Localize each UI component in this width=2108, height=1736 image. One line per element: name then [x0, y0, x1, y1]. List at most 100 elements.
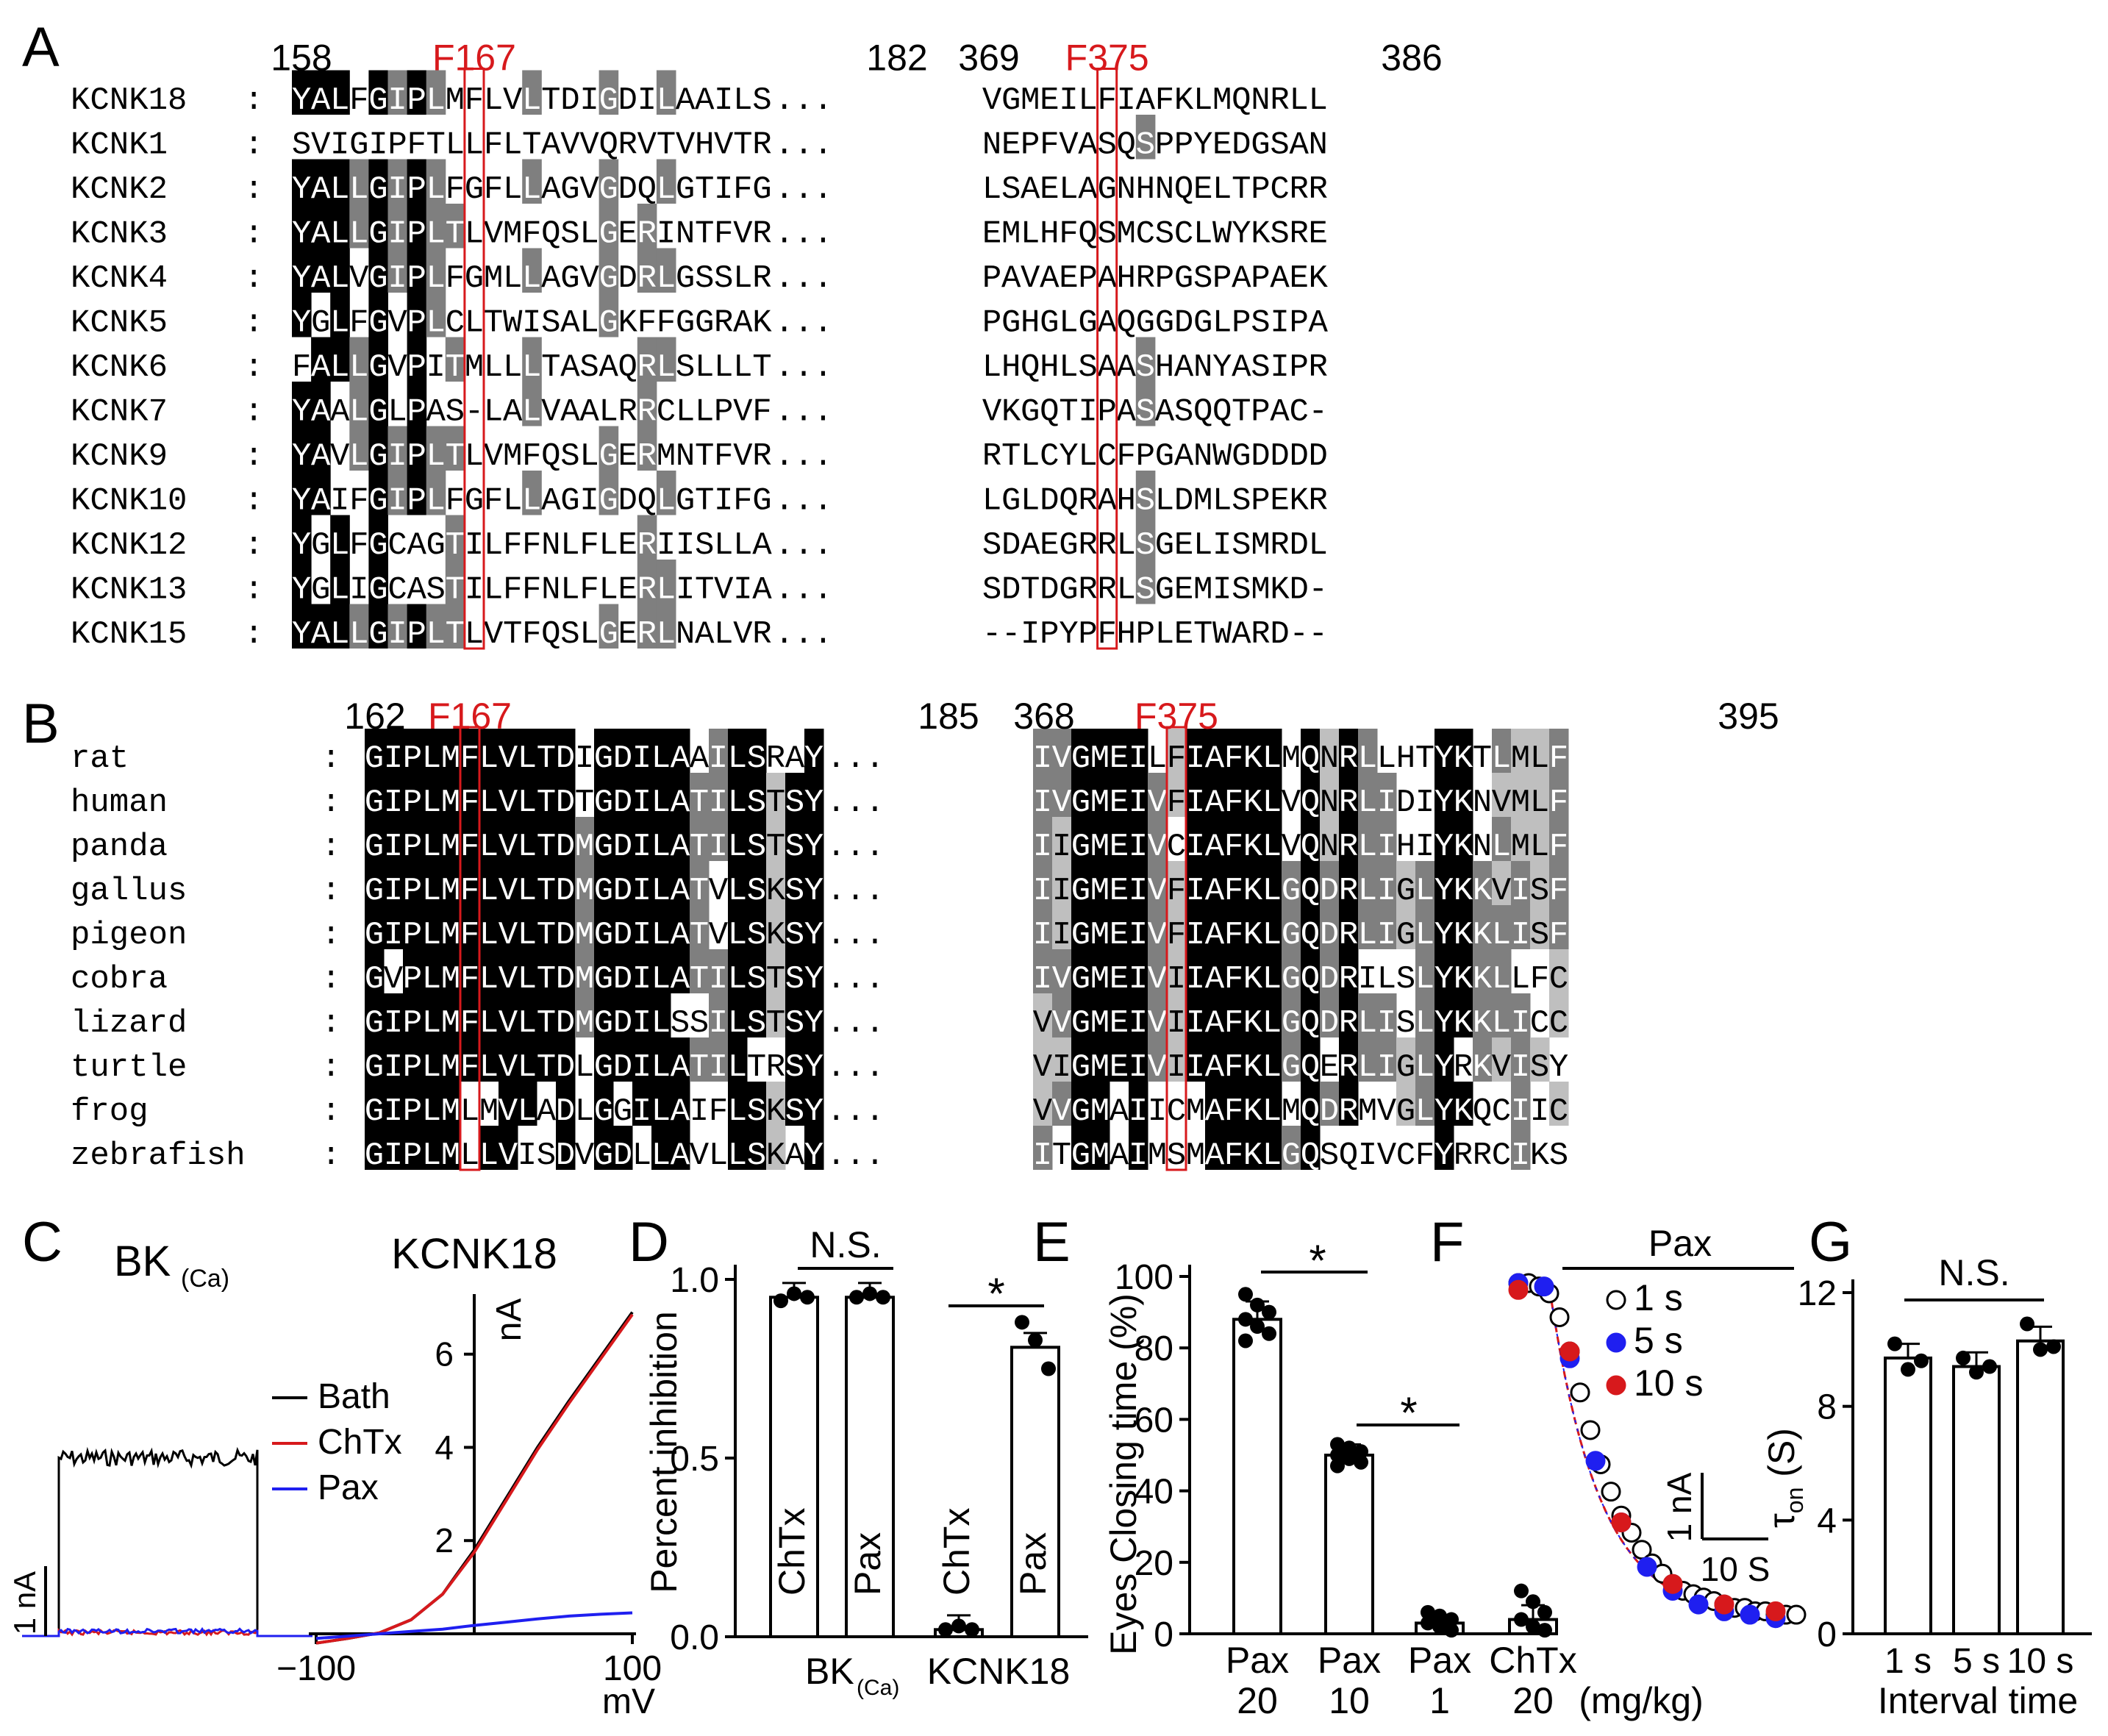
residue: N [1320, 785, 1339, 821]
residue: I [384, 917, 403, 954]
residue-shade [804, 1037, 824, 1082]
residue-shade [785, 1082, 805, 1126]
residue: V [709, 917, 729, 954]
residue-shade [1167, 905, 1187, 949]
residue-shade [1511, 905, 1531, 949]
sequence-name: lizard [71, 1005, 187, 1042]
residue: I [714, 483, 733, 520]
y-tick-label: 2 [435, 1521, 454, 1560]
residue: F [1097, 616, 1116, 653]
residue-shade [1129, 1126, 1148, 1170]
data-point [1786, 1604, 1807, 1625]
residue: L [651, 740, 671, 777]
residue: A [1205, 785, 1225, 821]
residue: R [766, 740, 785, 777]
residue: S [785, 1093, 804, 1130]
residue: - [1309, 572, 1328, 609]
residue: G [594, 1137, 613, 1174]
residue-shade [1434, 993, 1454, 1037]
residue: I [1511, 1005, 1530, 1042]
residue: S [785, 1005, 804, 1042]
residue-shade [1186, 729, 1206, 773]
residue: V [1377, 1137, 1397, 1174]
residue: I [1059, 82, 1078, 119]
residue: V [503, 82, 523, 119]
residue: I [709, 1005, 728, 1042]
residue-shade [1454, 773, 1473, 817]
residue: E [1040, 527, 1059, 564]
panel-label: F [1430, 1211, 1464, 1274]
residue-shade [1549, 905, 1569, 949]
residue: G [676, 305, 695, 342]
residue: I [387, 216, 407, 253]
residue-shade [1358, 861, 1378, 905]
bar [1010, 1346, 1060, 1638]
residue: F [503, 527, 522, 564]
separator: : [244, 572, 263, 609]
residue: D [1251, 438, 1270, 475]
residue: T [446, 616, 465, 653]
residue: V [1148, 961, 1168, 998]
residue-shade [613, 729, 633, 773]
residue: V [330, 438, 350, 475]
x-axis-label: mV [602, 1682, 655, 1721]
residue: R [1078, 527, 1097, 564]
residue: P [714, 394, 733, 431]
residue: Q [1301, 873, 1320, 910]
residue: P [387, 127, 407, 164]
residue-shade [1243, 905, 1263, 949]
data-point [1250, 1319, 1265, 1335]
y-axis-label-sub: on [1782, 1487, 1808, 1514]
alignment-panel-b: GGGGGGGGGGIIIIIVIIIIPPPPPPPPPPLLLLLLLLLL… [71, 696, 1779, 1174]
residue: R [1289, 171, 1308, 208]
data-point [2046, 1339, 2061, 1354]
panel-c-iv-title: KCNK18 [391, 1230, 557, 1278]
residue: L [1377, 961, 1396, 998]
residue: E [1320, 1049, 1339, 1086]
legend-label: Bath [318, 1377, 390, 1416]
residue: L [1193, 216, 1212, 253]
residue-shade [651, 1126, 671, 1170]
residue-shade [594, 861, 614, 905]
unit-label: (mg/kg) [1579, 1680, 1703, 1721]
residue: S [690, 1005, 709, 1042]
residue-shade [407, 426, 427, 471]
residue: G [1282, 873, 1301, 910]
residue: I [1186, 917, 1205, 954]
residue: I [1377, 1049, 1396, 1086]
sequence-name: human [71, 785, 168, 821]
residue-shade [728, 861, 748, 905]
residue: A [311, 394, 331, 431]
residue: N [982, 127, 1001, 164]
residue: I [1033, 1137, 1052, 1174]
residue: L [657, 82, 676, 119]
residue: S [1136, 127, 1155, 164]
residue: N [676, 616, 695, 653]
residue: T [522, 127, 541, 164]
residue: T [690, 961, 709, 998]
residue-shade [709, 949, 729, 993]
residue: T [657, 127, 676, 164]
sequence-name: turtle [71, 1049, 187, 1086]
legend-marker [1606, 1332, 1626, 1353]
residue: K [1243, 1049, 1263, 1086]
residue: I [632, 1093, 651, 1130]
residue: Q [541, 216, 560, 253]
residue-shade [1071, 729, 1091, 773]
residue: V [733, 616, 753, 653]
residue-shade [518, 993, 537, 1037]
residue: G [1396, 1049, 1415, 1086]
residue: F [349, 305, 368, 342]
residue: G [1232, 438, 1251, 475]
residue-shade [747, 1082, 767, 1126]
residue: G [1071, 1005, 1090, 1042]
residue: I [384, 785, 403, 821]
data-point [1330, 1437, 1345, 1452]
data-point [1514, 1612, 1529, 1627]
residue: V [499, 961, 518, 998]
residue: Y [804, 1137, 823, 1174]
bar-label: ChTx [936, 1508, 977, 1596]
residue: A [671, 917, 690, 954]
residue: I [1186, 961, 1205, 998]
separator: : [244, 438, 263, 475]
